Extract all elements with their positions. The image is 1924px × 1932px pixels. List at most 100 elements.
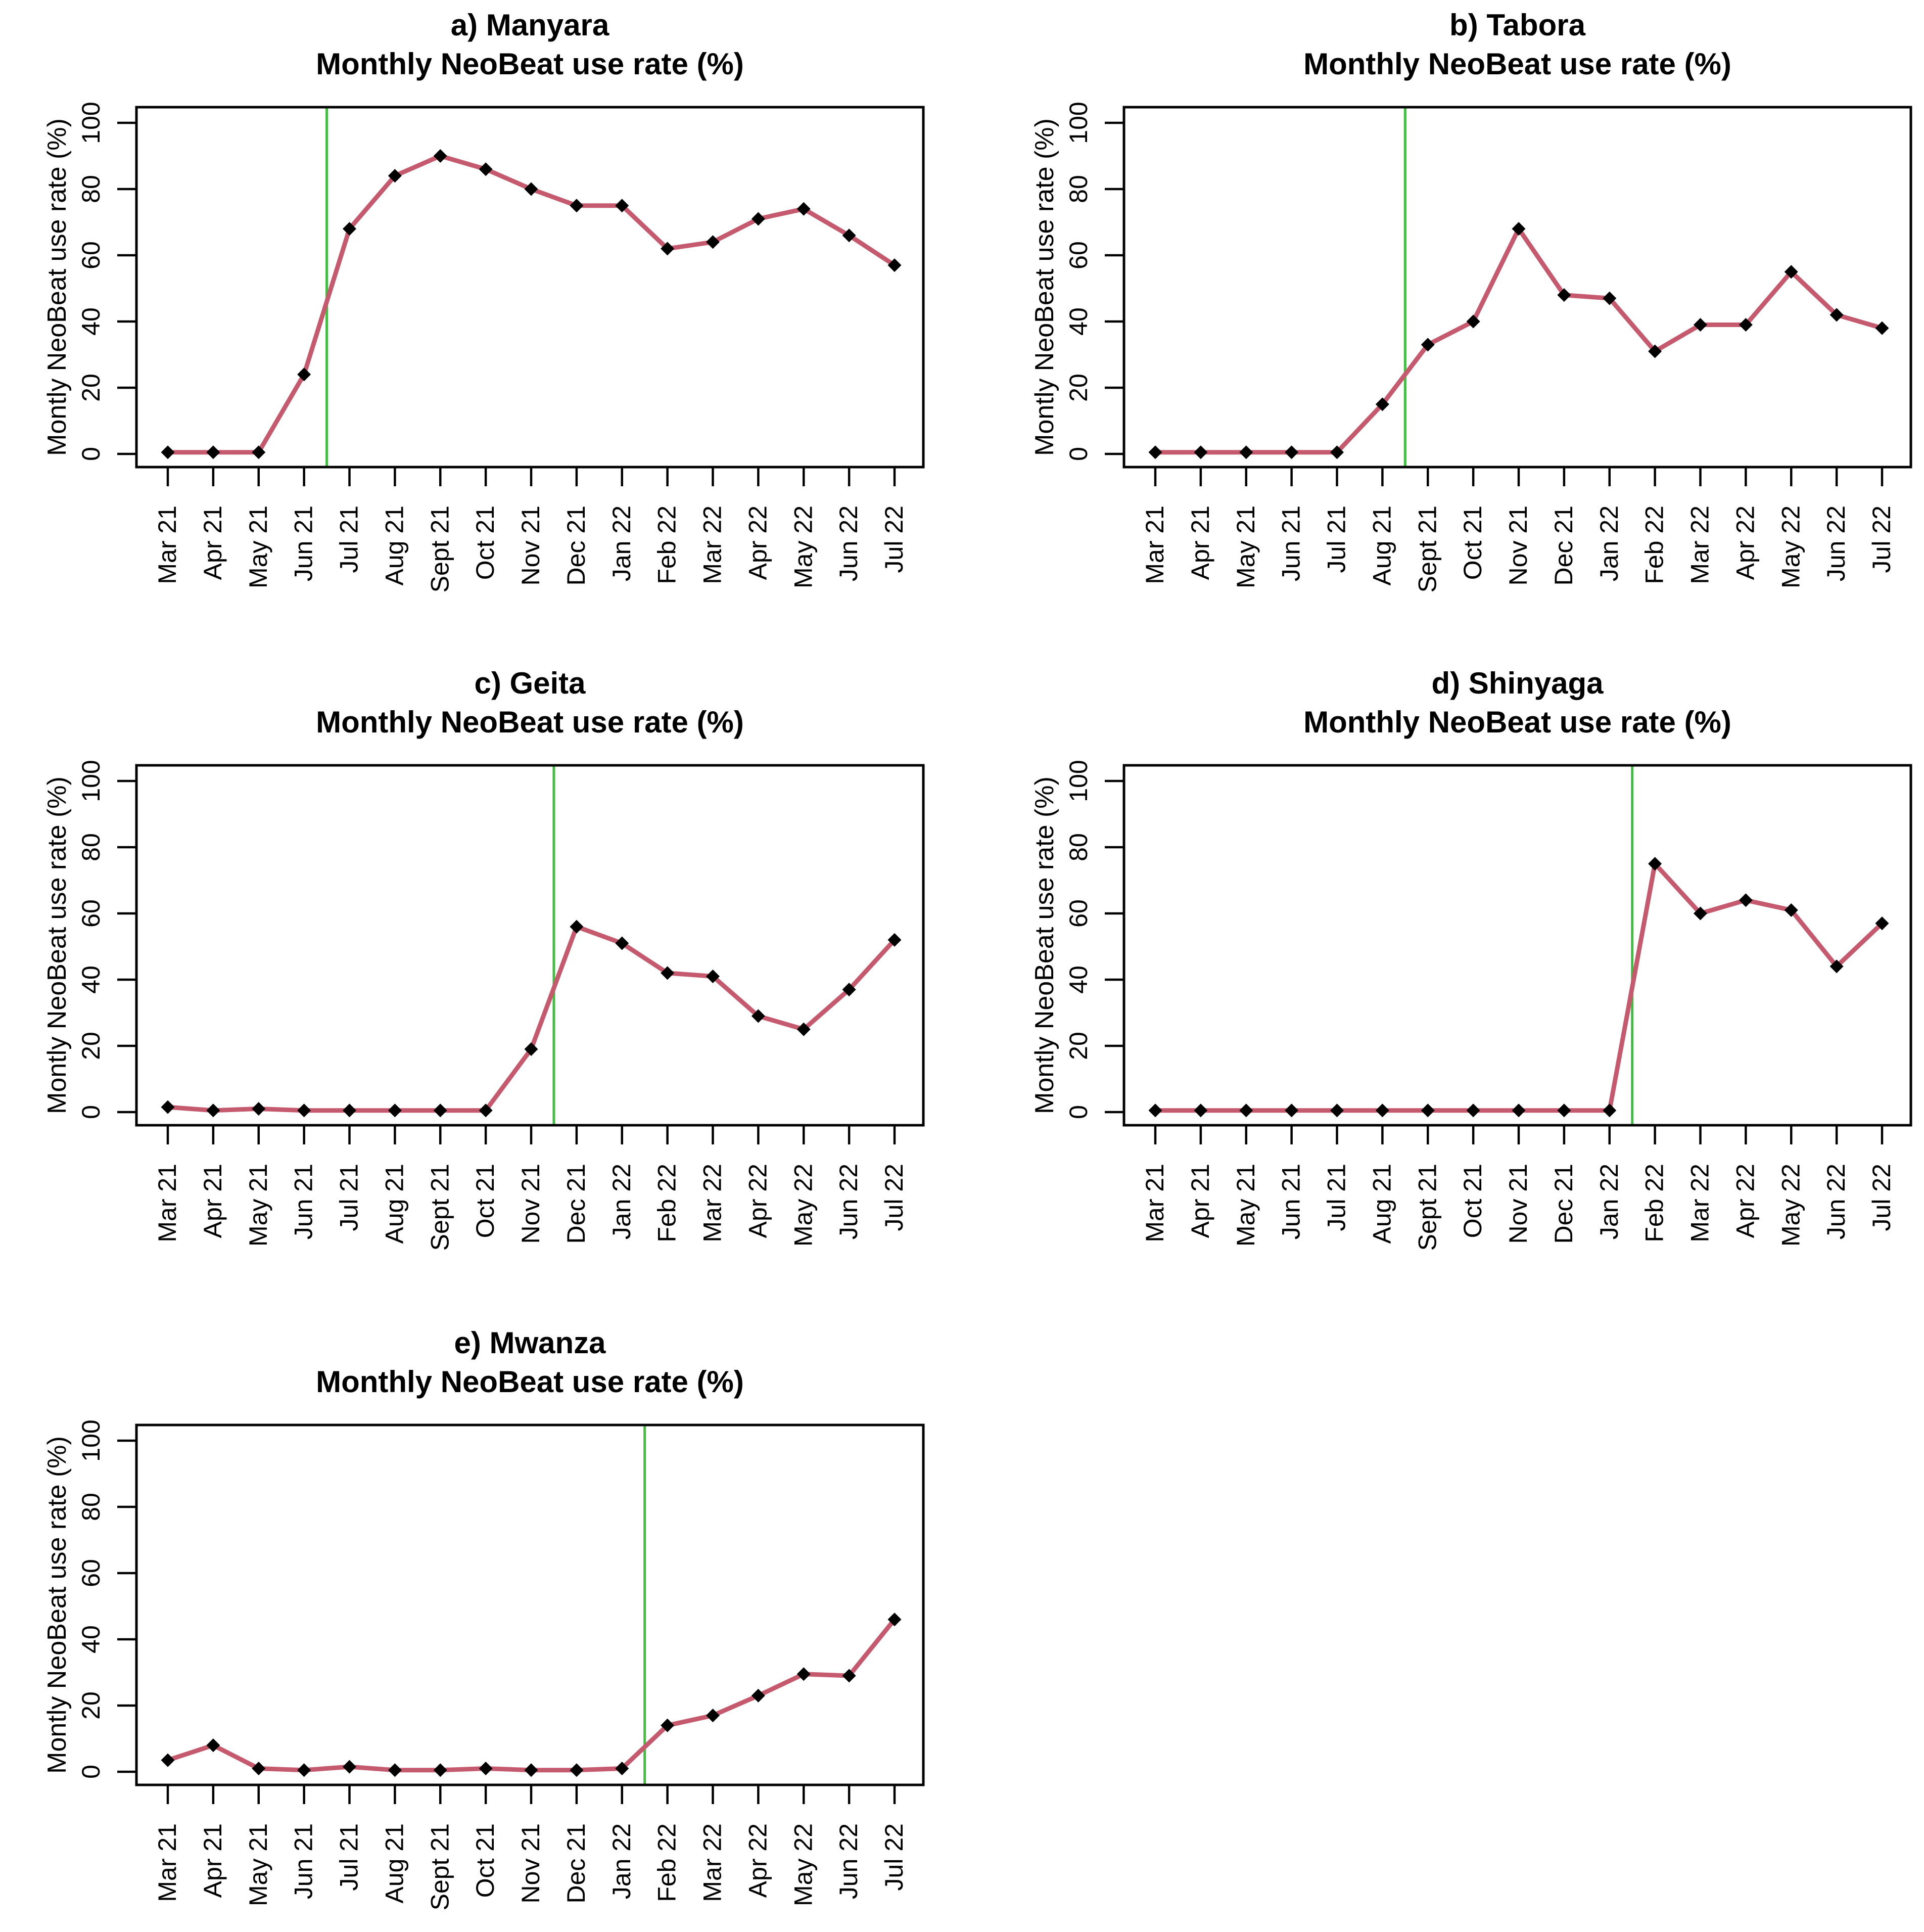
data-point-marker <box>1648 857 1662 871</box>
x-tick-label: May 21 <box>1232 1164 1260 1247</box>
data-point-marker <box>433 1103 447 1118</box>
data-point-marker <box>1466 314 1480 329</box>
chart-panel-mwanza: e) Mwanza Monthly NeoBeat use rate (%) Mon… <box>0 1318 962 1932</box>
chart-title: e) Mwanza <box>454 1326 606 1360</box>
data-point-marker <box>206 1738 220 1753</box>
x-tick-label: Feb 22 <box>653 1164 681 1243</box>
x-tick-label: Apr 22 <box>743 505 772 580</box>
x-tick-label: Mar 22 <box>1686 1164 1714 1243</box>
x-tick-label: Aug 21 <box>380 1164 408 1244</box>
chart-subtitle: Monthly NeoBeat use rate (%) <box>316 705 744 739</box>
y-tick-label: 40 <box>1064 965 1093 994</box>
data-point-marker <box>796 1667 811 1681</box>
x-tick-label: Feb 22 <box>653 505 681 584</box>
y-axis-label: Montly NeoBeat use rate (%) <box>42 776 72 1114</box>
x-tick-label: Apr 22 <box>1731 1164 1759 1238</box>
data-point-marker <box>751 212 765 226</box>
chart-panel-geita: c) Geita Monthly NeoBeat use rate (%) Mont… <box>0 658 962 1302</box>
data-point-marker <box>524 1042 538 1056</box>
data-point-marker <box>1875 916 1889 931</box>
data-point-marker <box>388 1103 402 1118</box>
data-point-marker <box>1285 1103 1299 1118</box>
data-point-marker <box>161 1753 175 1767</box>
data-point-marker <box>887 258 902 272</box>
x-tick-label: Jul 22 <box>880 1823 908 1891</box>
chart-svg-manyara: a) Manyara Monthly NeoBeat use rate (%) Mo… <box>42 8 925 592</box>
x-tick-label: May 22 <box>789 505 817 588</box>
data-point-marker <box>842 228 856 243</box>
series-line <box>165 154 897 455</box>
data-point-marker <box>615 936 629 950</box>
data-point-marker <box>388 1763 402 1777</box>
x-tick-label: Jan 22 <box>1595 505 1623 581</box>
y-tick-label: 0 <box>77 1105 105 1119</box>
chart-subtitle: Monthly NeoBeat use rate (%) <box>316 1365 744 1399</box>
data-point-marker <box>887 1613 902 1627</box>
data-point-marker <box>1512 1103 1526 1118</box>
chart-svg-tabora: b) Tabora Monthly NeoBeat use rate (%) Mon… <box>1030 8 1912 592</box>
x-tick-label: Apr 21 <box>199 1164 227 1238</box>
data-point-marker <box>161 1100 175 1114</box>
y-tick-label: 80 <box>77 175 105 203</box>
y-tick-label: 40 <box>77 1625 105 1653</box>
data-point-marker <box>570 199 584 213</box>
x-tick-label: Nov 21 <box>517 1823 545 1903</box>
data-point-marker <box>252 1101 266 1116</box>
chart-title: c) Geita <box>474 666 586 700</box>
data-point-marker <box>161 445 175 459</box>
data-point-marker <box>1330 1103 1344 1118</box>
data-point-marker <box>1512 222 1526 236</box>
data-point-marker <box>1739 318 1753 332</box>
data-point-marker <box>1694 906 1707 921</box>
x-tick-label: Jun 22 <box>1822 505 1850 581</box>
y-tick-label: 60 <box>1064 899 1093 928</box>
y-tick-label: 60 <box>1064 241 1093 269</box>
x-tick-label: Jul 22 <box>880 1164 908 1231</box>
x-tick-label: Mar 21 <box>1141 505 1169 584</box>
x-tick-label: Jul 21 <box>335 1823 363 1891</box>
data-point-marker <box>252 1761 266 1775</box>
x-tick-label: May 22 <box>1776 1164 1805 1247</box>
data-point-marker <box>433 149 447 163</box>
data-point-marker <box>343 1760 356 1774</box>
x-tick-label: Apr 21 <box>1186 505 1214 580</box>
x-tick-label: Apr 22 <box>1731 505 1759 580</box>
data-point-marker <box>661 242 675 256</box>
data-point-marker <box>1239 1103 1253 1118</box>
chart-title: b) Tabora <box>1449 8 1586 42</box>
x-tick-label: Mar 21 <box>153 505 181 584</box>
x-tick-label: Jun 21 <box>1277 1164 1305 1239</box>
data-point-marker <box>1603 291 1617 305</box>
data-point-marker <box>388 169 402 183</box>
data-point-marker <box>751 1688 765 1703</box>
x-tick-label: Mar 21 <box>1141 1164 1169 1243</box>
data-point-marker <box>796 1022 811 1036</box>
x-tick-label: May 21 <box>1232 505 1260 588</box>
x-tick-label: Sept 21 <box>1413 1164 1441 1251</box>
x-tick-label: Sept 21 <box>426 1823 454 1910</box>
x-tick-label: Jun 21 <box>290 1164 318 1239</box>
y-tick-label: 0 <box>77 1765 105 1779</box>
chart-panel-tabora: b) Tabora Monthly NeoBeat use rate (%) Mon… <box>988 0 1924 644</box>
x-tick-label: Jul 21 <box>335 505 363 573</box>
data-point-marker <box>524 1763 538 1777</box>
series-line <box>1153 226 1885 455</box>
x-tick-label: May 22 <box>789 1823 817 1906</box>
x-tick-label: Mar 21 <box>153 1164 181 1243</box>
data-point-marker <box>1466 1103 1480 1118</box>
data-point-marker <box>433 1763 447 1777</box>
plot-box <box>135 764 925 1127</box>
data-point-marker <box>1375 397 1389 411</box>
x-tick-label: Nov 21 <box>1504 505 1532 585</box>
y-tick-label: 20 <box>77 1691 105 1720</box>
data-point-marker <box>751 1009 765 1023</box>
y-tick-label: 40 <box>1064 307 1093 336</box>
y-tick-label: 20 <box>1064 374 1093 402</box>
x-tick-label: Dec 21 <box>562 505 590 585</box>
x-tick-label: Mar 22 <box>1686 505 1714 584</box>
chart-subtitle: Monthly NeoBeat use rate (%) <box>316 47 744 81</box>
y-tick-label: 100 <box>77 1419 105 1461</box>
chart-panel-shinyaga: d) Shinyaga Monthly NeoBeat use rate (%) M… <box>988 658 1924 1302</box>
x-tick-label: Nov 21 <box>1504 1164 1532 1244</box>
x-tick-label: Mar 22 <box>698 1164 727 1243</box>
